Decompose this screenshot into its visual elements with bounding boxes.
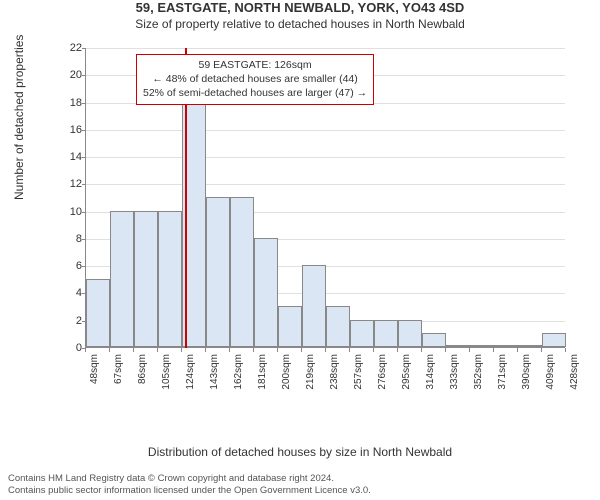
x-tick-label: 67sqm — [113, 354, 124, 384]
x-tick-label: 200sqm — [281, 354, 292, 390]
plot-area: 024681012141618202259 EASTGATE: 126sqm← … — [85, 48, 565, 348]
y-tick-mark — [82, 130, 86, 131]
x-tick-label: 295sqm — [401, 354, 412, 390]
y-tick-label: 6 — [58, 260, 82, 272]
x-tick-mark — [325, 348, 326, 352]
y-tick-mark — [82, 266, 86, 267]
y-tick-mark — [82, 48, 86, 49]
y-tick-label: 20 — [58, 69, 82, 81]
x-tick-label: 238sqm — [329, 354, 340, 390]
x-tick-label: 143sqm — [209, 354, 220, 390]
x-tick-label: 162sqm — [233, 354, 244, 390]
histogram-bar — [374, 320, 398, 347]
y-tick-mark — [82, 184, 86, 185]
x-tick-label: 409sqm — [545, 354, 556, 390]
x-tick-label: 333sqm — [449, 354, 460, 390]
histogram-bar — [446, 345, 470, 347]
y-tick-label: 16 — [58, 124, 82, 136]
y-tick-label: 22 — [58, 42, 82, 54]
histogram-bar — [326, 306, 350, 347]
histogram-bar — [206, 197, 230, 347]
x-tick-label: 105sqm — [161, 354, 172, 390]
x-tick-mark — [565, 348, 566, 352]
footer: Contains HM Land Registry data © Crown c… — [8, 473, 371, 496]
gridline — [86, 184, 565, 185]
y-axis-label: Number of detached properties — [12, 35, 26, 200]
y-tick-label: 8 — [58, 233, 82, 245]
x-tick-mark — [157, 348, 158, 352]
x-tick-label: 48sqm — [89, 354, 100, 384]
histogram-bar — [230, 197, 254, 347]
x-axis-label: Distribution of detached houses by size … — [0, 445, 600, 459]
x-tick-mark — [397, 348, 398, 352]
x-tick-label: 352sqm — [473, 354, 484, 390]
histogram-bar — [422, 333, 446, 347]
y-tick-label: 18 — [58, 97, 82, 109]
x-tick-label: 428sqm — [569, 354, 580, 390]
chart-subtitle: Size of property relative to detached ho… — [0, 17, 600, 31]
footer-line-1: Contains HM Land Registry data © Crown c… — [8, 473, 371, 484]
x-tick-label: 257sqm — [353, 354, 364, 390]
histogram-bar — [110, 211, 134, 347]
x-tick-label: 124sqm — [185, 354, 196, 390]
y-tick-label: 0 — [58, 342, 82, 354]
histogram-bar — [158, 211, 182, 347]
annotation-line: 52% of semi-detached houses are larger (… — [143, 86, 367, 100]
x-tick-mark — [205, 348, 206, 352]
x-tick-label: 276sqm — [377, 354, 388, 390]
y-tick-mark — [82, 212, 86, 213]
annotation-box: 59 EASTGATE: 126sqm← 48% of detached hou… — [136, 54, 374, 105]
footer-line-2: Contains public sector information licen… — [8, 485, 371, 496]
x-tick-mark — [349, 348, 350, 352]
chart-title: 59, EASTGATE, NORTH NEWBALD, YORK, YO43 … — [0, 0, 600, 15]
histogram-bar — [86, 279, 110, 347]
x-tick-mark — [253, 348, 254, 352]
y-tick-mark — [82, 239, 86, 240]
histogram-bar — [494, 345, 518, 347]
gridline — [86, 48, 565, 49]
y-tick-label: 10 — [58, 206, 82, 218]
x-tick-label: 314sqm — [425, 354, 436, 390]
y-tick-label: 2 — [58, 315, 82, 327]
histogram-bar — [398, 320, 422, 347]
histogram-bar — [518, 345, 542, 347]
x-tick-label: 181sqm — [257, 354, 268, 390]
chart-area: 024681012141618202259 EASTGATE: 126sqm← … — [55, 48, 565, 388]
annotation-line: 59 EASTGATE: 126sqm — [143, 58, 367, 72]
x-tick-mark — [445, 348, 446, 352]
y-tick-label: 4 — [58, 287, 82, 299]
x-tick-label: 390sqm — [521, 354, 532, 390]
y-tick-mark — [82, 75, 86, 76]
y-tick-label: 14 — [58, 151, 82, 163]
histogram-bar — [302, 265, 326, 347]
gridline — [86, 130, 565, 131]
x-tick-mark — [493, 348, 494, 352]
x-tick-mark — [373, 348, 374, 352]
histogram-bar — [470, 345, 494, 347]
y-tick-mark — [82, 157, 86, 158]
x-tick-mark — [301, 348, 302, 352]
x-tick-mark — [421, 348, 422, 352]
x-tick-mark — [133, 348, 134, 352]
x-tick-mark — [277, 348, 278, 352]
y-tick-label: 12 — [58, 178, 82, 190]
gridline — [86, 157, 565, 158]
annotation-line: ← 48% of detached houses are smaller (44… — [143, 72, 367, 86]
x-tick-mark — [181, 348, 182, 352]
histogram-bar — [134, 211, 158, 347]
x-tick-mark — [109, 348, 110, 352]
x-tick-label: 219sqm — [305, 354, 316, 390]
x-tick-mark — [469, 348, 470, 352]
x-tick-mark — [541, 348, 542, 352]
histogram-bar — [350, 320, 374, 347]
x-tick-label: 86sqm — [137, 354, 148, 384]
x-tick-mark — [517, 348, 518, 352]
x-tick-label: 371sqm — [497, 354, 508, 390]
histogram-bar — [542, 333, 566, 347]
histogram-bar — [254, 238, 278, 347]
x-tick-mark — [229, 348, 230, 352]
y-tick-mark — [82, 103, 86, 104]
x-tick-mark — [85, 348, 86, 352]
histogram-bar — [278, 306, 302, 347]
